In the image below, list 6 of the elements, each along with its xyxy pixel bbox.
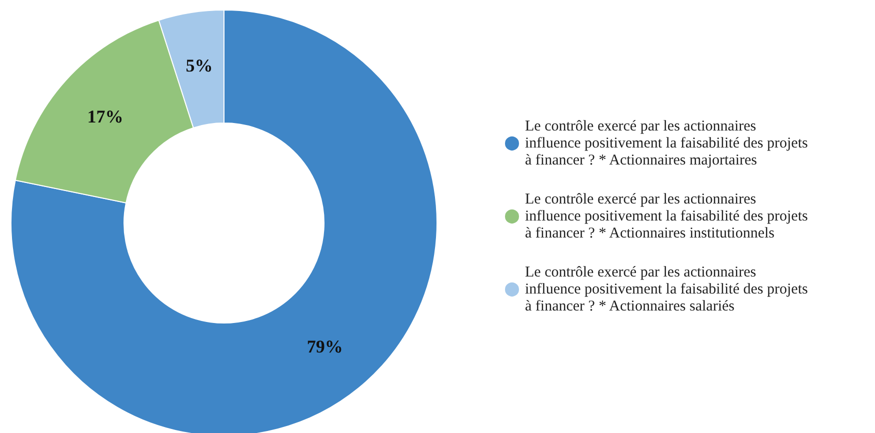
data-label: 5% bbox=[186, 55, 213, 76]
legend-label: Le contrôle exercé par les actionnaires influence positivement la faisabilité des projets à financer ? * Actionnaires salariés bbox=[525, 264, 812, 314]
data-label: 79% bbox=[306, 336, 343, 357]
legend-label: Le contrôle exercé par les actionnaires influence positivement la faisabilité des projets à financer ? * Actionnaires institutionnels bbox=[525, 192, 812, 242]
data-label: 17% bbox=[87, 106, 124, 127]
legend-label: Le contrôle exercé par les actionnaires influence positivement la faisabilité des projets à financer ? * Actionnaires majortaires bbox=[525, 118, 812, 168]
